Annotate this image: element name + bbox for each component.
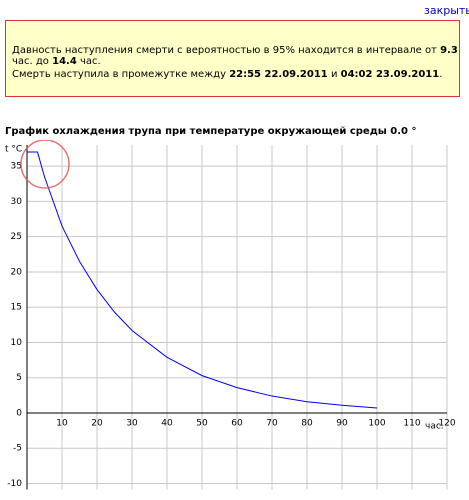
value: 22:55 22.09.2011 xyxy=(229,69,328,80)
x-tick-label: 110 xyxy=(403,418,420,428)
x-tick-label: 100 xyxy=(368,418,385,428)
y-tick-label: 0 xyxy=(16,408,22,418)
y-tick-label: 5 xyxy=(16,373,22,383)
y-tick-label: -10 xyxy=(7,479,22,489)
x-tick-label: 70 xyxy=(266,418,278,428)
value: 9.3 xyxy=(440,45,458,56)
y-tick-label: -5 xyxy=(13,444,22,454)
x-tick-label: 50 xyxy=(196,418,208,428)
x-axis-label: час. xyxy=(425,421,444,431)
y-tick-label: 35 xyxy=(11,162,22,172)
y-tick-label: 20 xyxy=(11,267,23,277)
text: час. до xyxy=(12,56,53,67)
x-tick-label: 60 xyxy=(231,418,243,428)
y-tick-label: 30 xyxy=(11,197,23,207)
y-axis-label: t °C xyxy=(5,145,22,155)
chart-title: График охлаждения трупа при температуре … xyxy=(5,126,417,137)
highlight-circle xyxy=(20,140,70,189)
chart: -10 -5 0 5 10 15 20 25 30 35 10 20 30 40 50 60 70 80 90 100… xyxy=(5,140,456,490)
text: Смерть наступила в промежутке между xyxy=(12,69,230,80)
y-tick-label: 10 xyxy=(11,338,23,348)
x-tick-label: 20 xyxy=(91,418,103,428)
x-tick-label: 90 xyxy=(336,418,348,428)
value: 04:02 23.09.2011 xyxy=(340,69,440,80)
notice-box: Давность наступления смерти с вероятност… xyxy=(5,20,460,97)
text: Давность наступления смерти с вероятност… xyxy=(12,45,441,56)
value: 14.4 xyxy=(52,56,77,67)
x-tick-label: 80 xyxy=(301,418,313,428)
x-tick-label: 120 xyxy=(438,418,455,428)
line-series xyxy=(27,151,378,409)
notice-line: Смерть наступила в промежутке между 22:5… xyxy=(12,69,442,80)
text: час. xyxy=(76,56,101,67)
close-link[interactable]: закрыть xyxy=(424,4,469,17)
y-tick-label: 15 xyxy=(11,303,22,313)
x-tick-label: 10 xyxy=(56,418,68,428)
text: и xyxy=(327,69,341,80)
notice-line: Давность наступления смерти с вероятност… xyxy=(12,45,459,67)
text: . xyxy=(439,69,443,80)
y-tick-label: 25 xyxy=(11,232,22,242)
x-tick-label: 30 xyxy=(126,418,138,428)
x-tick-label: 40 xyxy=(161,418,173,428)
